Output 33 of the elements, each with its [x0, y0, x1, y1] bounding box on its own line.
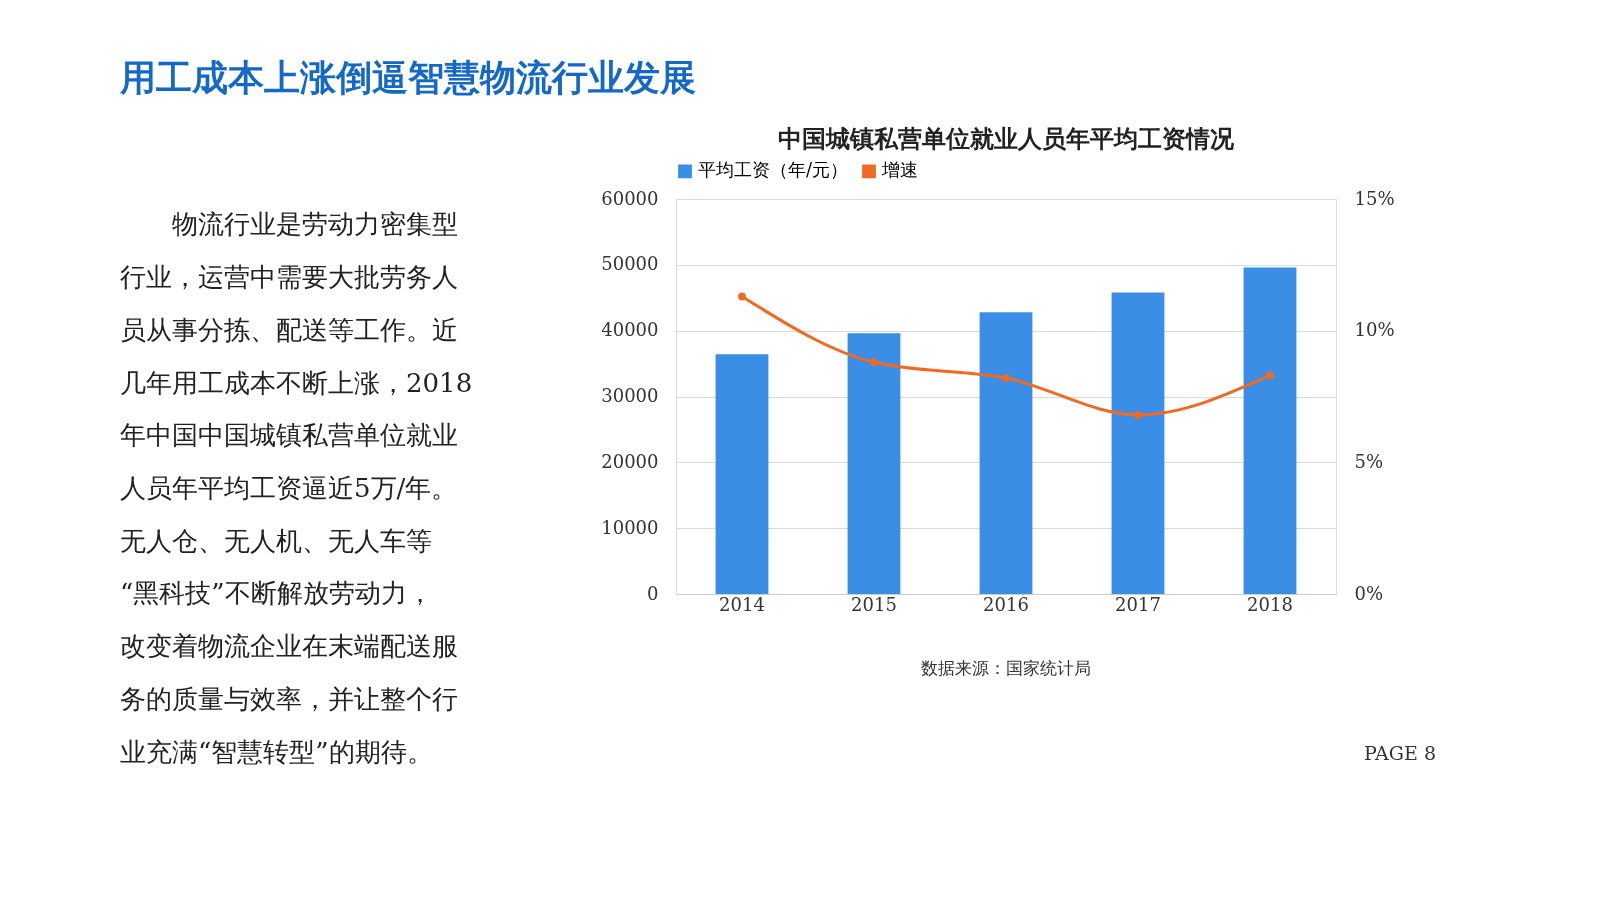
- x-tick-label: 2017: [1115, 593, 1161, 615]
- y2-tick-label: 0%: [1354, 582, 1384, 604]
- source-note: 数据来源：国家统计局: [921, 658, 1091, 678]
- y-tick-label: 30000: [601, 385, 659, 406]
- bar: [1111, 292, 1165, 594]
- bar: [979, 312, 1033, 594]
- point: [870, 358, 878, 367]
- text: PAGE 8: [1364, 742, 1436, 764]
- y-tick-label: 0: [647, 582, 659, 604]
- point: [1134, 411, 1142, 419]
- x-tick-label: 2016: [983, 593, 1029, 615]
- y-tick-label: 60000: [601, 187, 659, 209]
- y2-tick-label: 15%: [1354, 187, 1395, 209]
- point: [738, 292, 746, 301]
- bar: [1243, 267, 1297, 594]
- bar: [847, 333, 901, 594]
- chart-subtitle: 中国城镇私营单位就业人员年平均工资情况: [778, 124, 1235, 153]
- y-tick-label: 10000: [601, 516, 659, 538]
- text: 物流行业是劳动力密集型行业，运营中需要大批劳务人员从事分拣、配送等工作。近几年用工成本不断上涨，2018年中国中国城镇私营单位就业人员年平均工资逼近5万/年。无人仓、无人机、无人车等“黑科技”不断解放劳动力，改变着物流企业在末端配送服务的质量与效率，并让整个行业充满“智慧转型”的期待。: [120, 209, 473, 767]
- y-tick-label: 40000: [601, 319, 659, 341]
- legend-label: 平均工资（年/元）: [698, 159, 849, 181]
- x-tick-label: 2014: [719, 593, 765, 615]
- legend-label: 增速: [881, 159, 918, 181]
- y2-tick-label: 10%: [1354, 319, 1395, 341]
- bar: [715, 354, 769, 594]
- x-tick-label: 2018: [1247, 593, 1293, 615]
- point: [1002, 374, 1010, 382]
- point: [1266, 371, 1274, 380]
- y-tick-label: 20000: [601, 450, 659, 472]
- x-tick-label: 2015: [851, 593, 897, 615]
- y2-tick-label: 5%: [1354, 450, 1384, 472]
- chart-title: 用工成本上涨倒逼智慧物流行业发展: [119, 56, 696, 98]
- y-tick-label: 50000: [601, 253, 659, 275]
